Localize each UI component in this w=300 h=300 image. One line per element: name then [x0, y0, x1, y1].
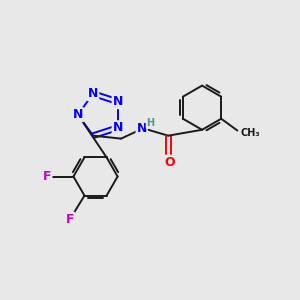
Text: O: O — [164, 156, 175, 169]
Text: N: N — [112, 95, 123, 108]
Text: N: N — [112, 121, 123, 134]
Text: CH₃: CH₃ — [240, 128, 260, 139]
Text: N: N — [88, 87, 98, 100]
Text: N: N — [136, 122, 147, 135]
Text: F: F — [43, 170, 51, 183]
Text: N: N — [73, 108, 83, 121]
Text: F: F — [65, 213, 74, 226]
Text: H: H — [146, 118, 154, 128]
